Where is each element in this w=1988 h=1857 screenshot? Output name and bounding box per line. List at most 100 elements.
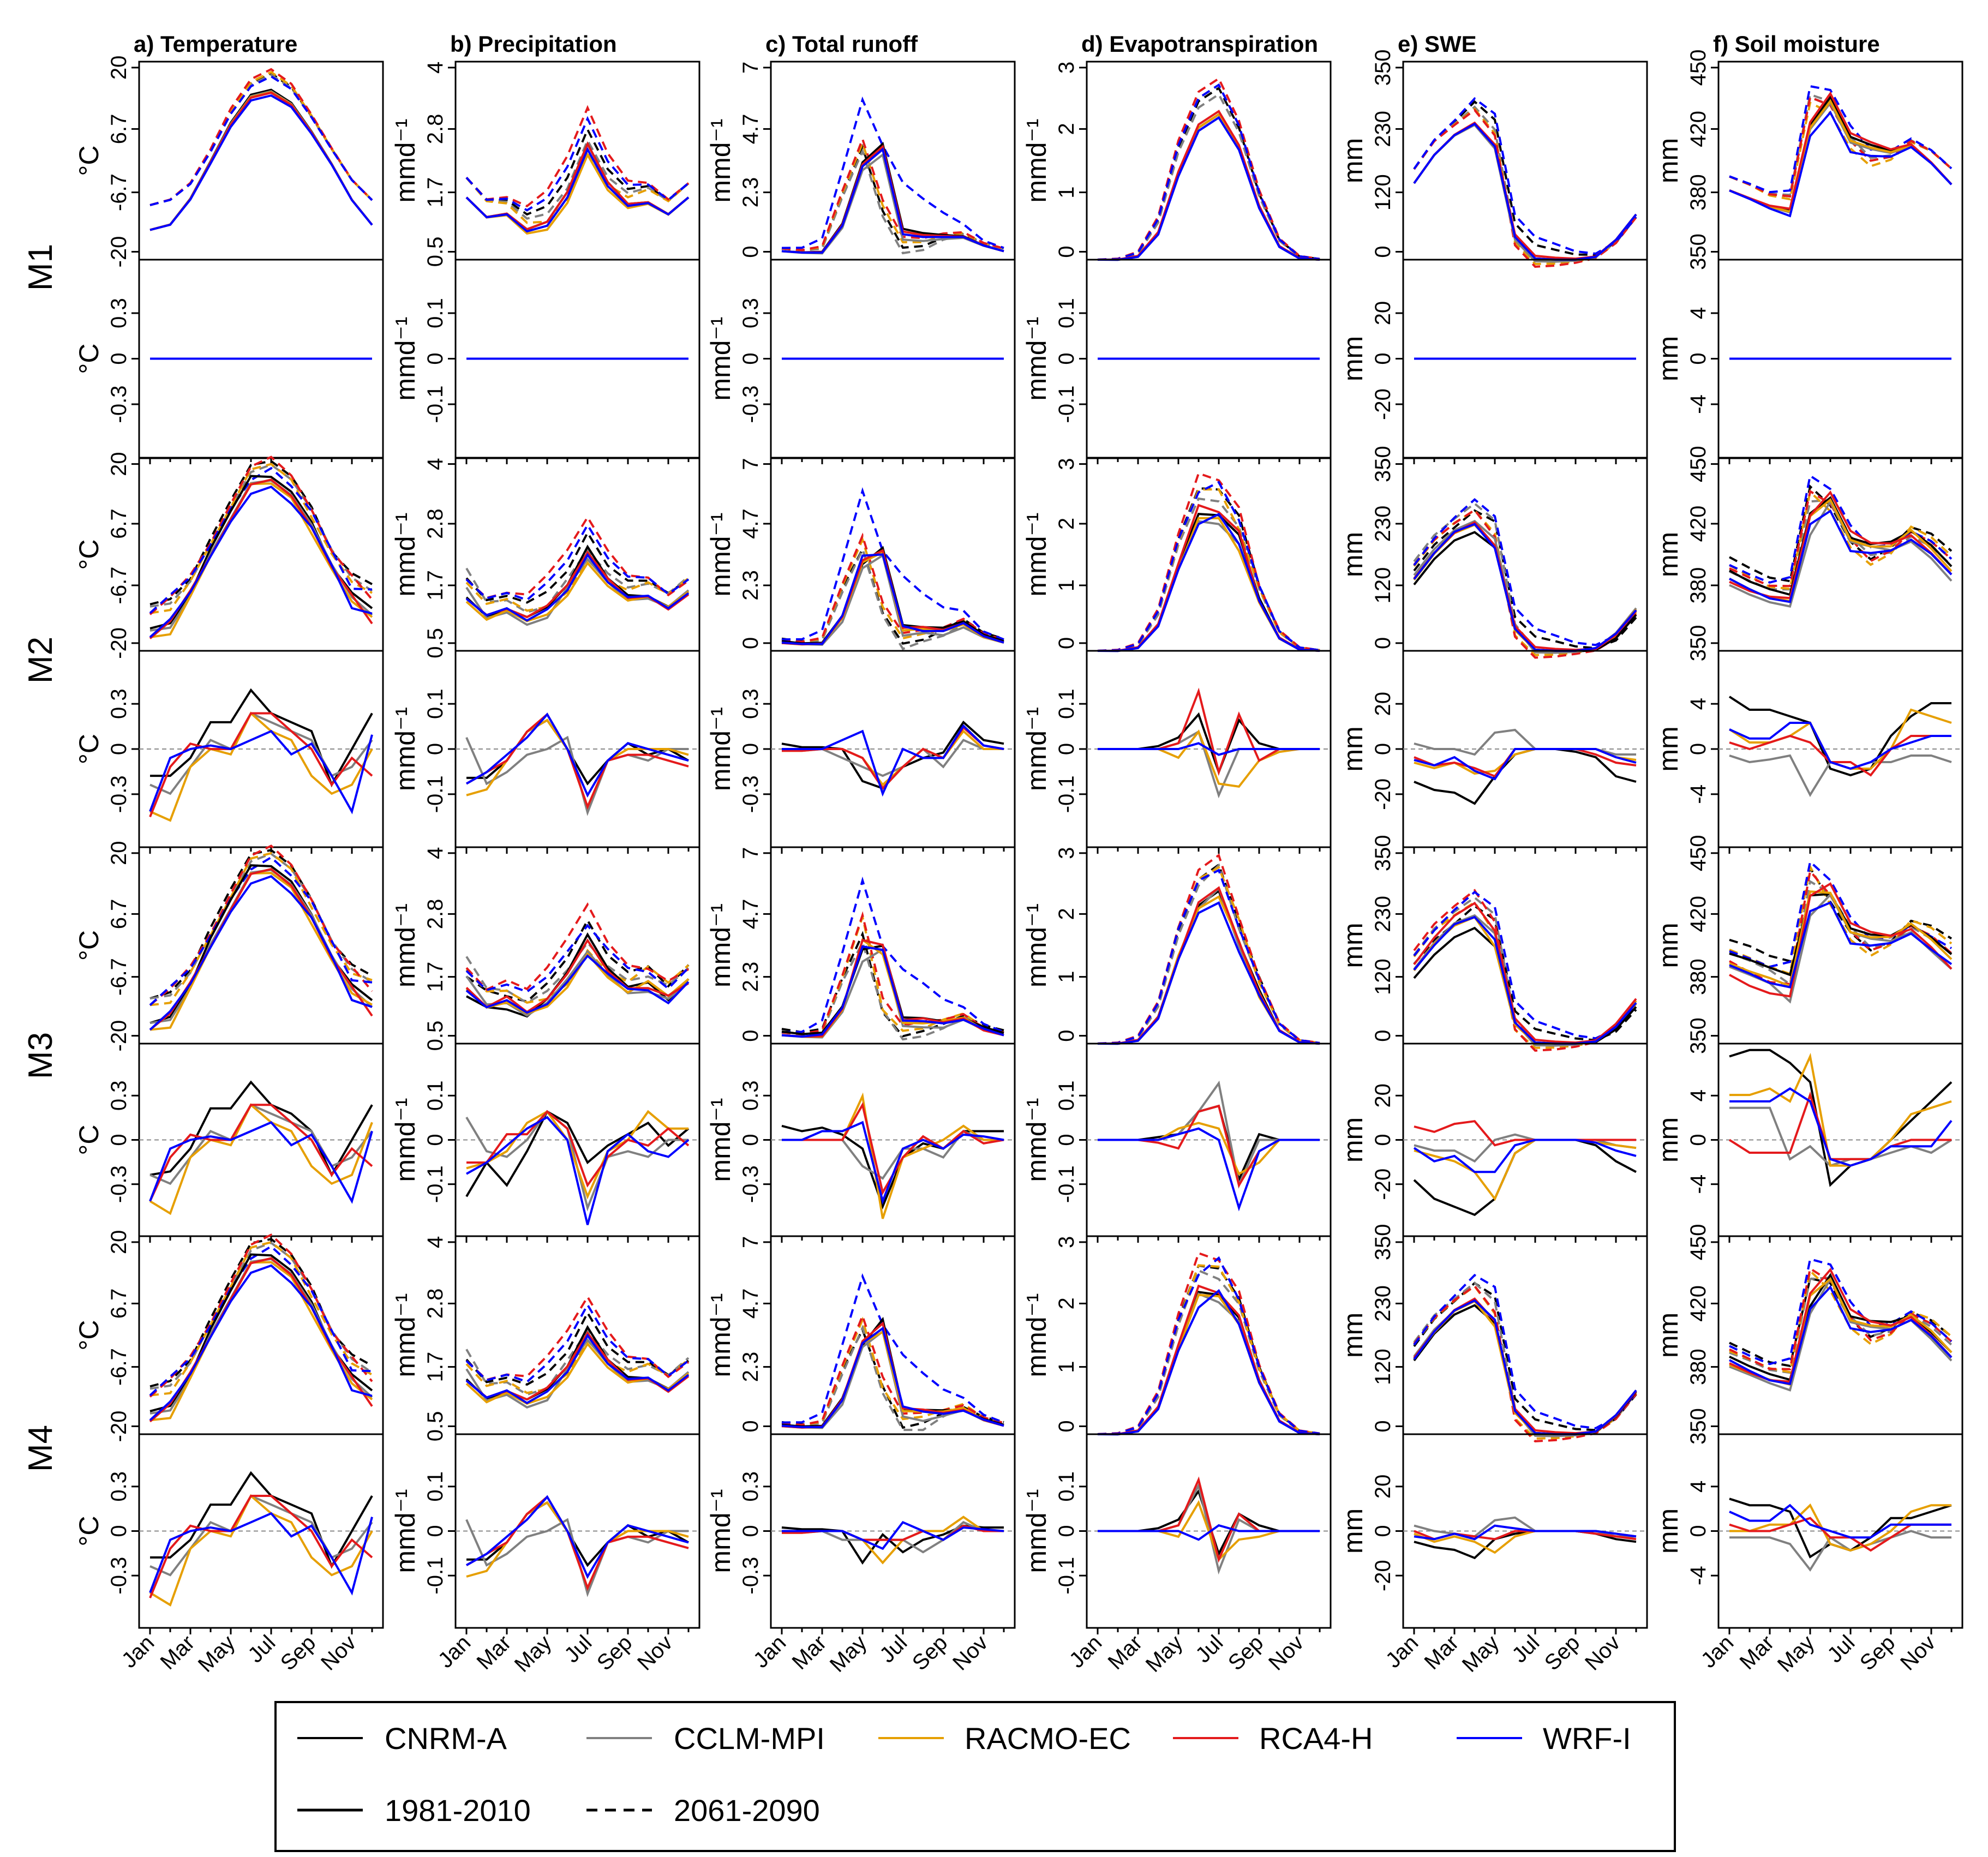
series-wrf-i-2061-2090 [1729,85,1953,194]
y-tick-label: 450 [1686,446,1710,482]
series-cnrm-a-1981-2010 [1413,1304,1637,1435]
x-tick-label-nov: Nov [948,1631,992,1675]
y-axis-label: mmd⁻¹ [390,512,421,596]
y-tick-label: 0 [739,1525,763,1537]
y-tick-label: 2.8 [423,114,447,145]
y-tick-label: 0.1 [423,688,447,719]
x-tick-label-may: May [825,1631,872,1677]
y-tick-label: 4 [423,847,447,859]
y-tick-label: 0 [1055,743,1079,755]
plot-frame [1402,1235,1648,1435]
y-tick-label: 0 [1055,1029,1079,1041]
series-wrf-i-difference [1413,1139,1637,1173]
plot-frame [1402,846,1648,1045]
y-tick-label: 0 [1055,637,1079,649]
series-wrf-i-1981-2010 [465,553,690,622]
y-tick-label: 2.3 [739,1352,763,1382]
series-rca4-h-1981-2010 [1097,110,1320,261]
y-tick-label: 0 [739,637,763,649]
x-tick-label-nov: Nov [1264,1631,1308,1675]
series-wrf-i-2061-2090 [465,116,690,212]
y-tick-label: 0 [423,743,447,755]
x-tick-label-jul: Jul [560,1631,596,1667]
series-cclm-mpi-2061-2090 [149,852,373,1000]
series-racmo-ec-2061-2090 [1413,107,1637,265]
y-tick-label: 350 [1371,50,1395,86]
series-rca4-h-2061-2090 [149,844,373,1006]
y-axis-label: mm [1338,1508,1368,1554]
panel-title-c-total-runoff: c) Total runoff [765,31,918,57]
y-tick-label: 0 [1371,1420,1395,1432]
y-tick-label: 0 [739,1420,763,1432]
legend-label-wrf-i: WRF-I [1543,1721,1631,1756]
series-rca4-h-1981-2010 [1413,901,1637,1044]
plot-frame [454,846,700,1045]
series-cclm-mpi-2061-2090 [465,548,690,614]
series-rca4-h-difference [1728,1091,1951,1160]
legend: CNRM-A CCLM-MPI RACMO-EC RCA4-H WRF-I 19… [274,1701,1676,1852]
y-tick-label: 0.5 [423,1411,447,1442]
row-label-m4: M4 [22,1425,59,1472]
series-racmo-ec-2061-2090 [465,558,690,612]
series-rca4-h-difference [466,1110,690,1188]
series-racmo-ec-2061-2090 [1097,83,1320,261]
series-rca4-h-2061-2090 [1097,77,1320,261]
y-tick-label: -6.7 [107,567,131,604]
legend-box [274,1701,1676,1852]
y-tick-label: 350 [1686,1017,1710,1054]
y-axis-label: mmd⁻¹ [390,903,421,987]
series-racmo-ec-2061-2090 [149,1241,373,1397]
legend-label-cnrm-a: CNRM-A [385,1721,507,1756]
y-tick-label: 0 [1371,352,1395,364]
y-tick-label: 7 [739,847,763,859]
series-racmo-ec-2061-2090 [781,913,1004,1035]
y-axis-label: mm [1338,922,1368,968]
plot-frame [454,61,700,261]
y-tick-label: 20 [1371,1083,1395,1108]
x-tick-label-mar: Mar [788,1631,831,1674]
y-tick-label: -4 [1686,1175,1710,1194]
series-wrf-i-difference [1098,1524,1320,1541]
series-cnrm-a-difference [150,688,373,788]
plot-frame [454,1235,700,1435]
series-wrf-i-1981-2010 [465,954,690,1014]
series-cnrm-a-2061-2090 [1097,862,1320,1045]
y-tick-label: 0.1 [423,1081,447,1111]
x-tick-label-sep: Sep [276,1631,320,1675]
y-tick-label: 3 [1055,847,1079,859]
y-axis-label: mmd⁻¹ [1021,512,1052,596]
y-axis-label: mmd⁻¹ [705,1293,736,1377]
y-axis-label: °C [74,1124,104,1155]
y-tick-label: 20 [107,56,131,80]
x-tick-label-sep: Sep [1540,1631,1584,1675]
panel-a-temperature-m1: -20-6.76.720°C-0.300.3°C [74,56,384,464]
series-wrf-i-1981-2010 [465,1333,690,1405]
series-racmo-ec-difference [782,1092,1004,1219]
series-rca4-h-2061-2090 [1729,1267,1953,1370]
y-tick-label: 20 [107,841,131,866]
x-tick-label-jan: Jan [749,1631,791,1673]
series-racmo-ec-2061-2090 [465,1338,690,1394]
y-tick-label: 350 [1371,835,1395,871]
x-tick-label-jan: Jan [434,1631,476,1673]
series-wrf-i-2061-2090 [149,856,373,1006]
y-axis-label: °C [74,734,104,764]
x-tick-label-jul: Jul [875,1631,912,1667]
plot-frame [1717,61,1963,261]
y-axis-label: mm [1653,1508,1684,1554]
series-cclm-mpi-difference [782,1130,1004,1180]
y-tick-label: 1.7 [423,570,447,601]
y-tick-label: -0.1 [423,386,447,423]
series-wrf-i-difference [782,1121,1004,1205]
y-tick-label: 450 [1686,50,1710,86]
series-cnrm-a-difference [150,1471,373,1569]
series-cnrm-a-1981-2010 [1413,122,1637,261]
series-cnrm-a-2061-2090 [1413,509,1637,650]
y-tick-label: 0.1 [423,1471,447,1502]
x-tick-label-jul: Jul [1191,1631,1227,1667]
series-racmo-ec-difference [149,1494,373,1607]
series-cnrm-a-1981-2010 [1098,889,1320,1045]
series-rca4-h-2061-2090 [465,902,690,991]
series-cclm-mpi-difference [1729,1530,1951,1572]
